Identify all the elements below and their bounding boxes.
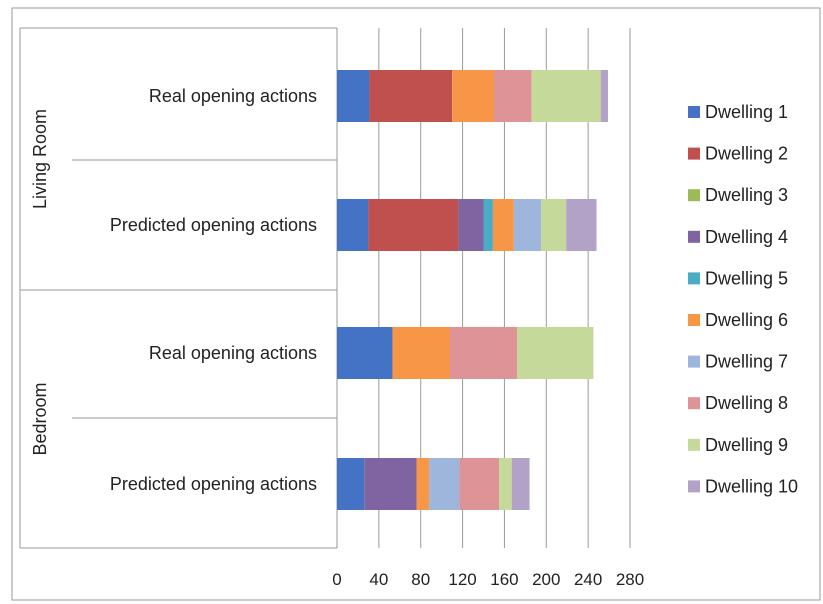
bar-segment <box>600 70 609 122</box>
x-tick-label: 240 <box>574 570 602 589</box>
bar-segment <box>499 458 512 510</box>
legend-swatch <box>688 230 700 243</box>
legend-label: Dwelling 5 <box>705 268 788 288</box>
x-tick-label: 280 <box>616 570 644 589</box>
legend-swatch <box>688 147 700 160</box>
legend-label: Dwelling 9 <box>705 435 788 455</box>
bar-segment <box>450 327 517 379</box>
bar-segment <box>516 327 594 379</box>
category-label: Predicted opening actions <box>110 474 317 494</box>
category-label: Real opening actions <box>149 86 317 106</box>
category-label: Predicted opening actions <box>110 215 317 235</box>
bar-segment <box>429 458 460 510</box>
group-label: Living Room <box>30 109 50 209</box>
legend-label: Dwelling 8 <box>705 393 788 413</box>
legend-swatch <box>688 355 700 368</box>
group-label: Bedroom <box>30 382 50 455</box>
legend-label: Dwelling 1 <box>705 102 788 122</box>
bar-segment <box>364 458 417 510</box>
bar-segment <box>416 458 430 510</box>
x-axis-ticks: 0 40 80 120 160 200 240 280 <box>332 570 644 589</box>
legend-label: Dwelling 6 <box>705 310 788 330</box>
legend-swatch <box>688 189 700 202</box>
legend-label: Dwelling 10 <box>705 476 798 496</box>
bar-segment <box>511 458 530 510</box>
legend-label: Dwelling 7 <box>705 352 788 372</box>
bar-segment <box>392 327 451 379</box>
legend: Dwelling 1 Dwelling 2 Dwelling 3 Dwelling 4… <box>688 102 798 496</box>
bars <box>337 70 609 510</box>
legend-swatch <box>688 480 700 493</box>
x-tick-label: 200 <box>532 570 560 589</box>
bar-segment <box>337 327 393 379</box>
x-tick-label: 160 <box>490 570 518 589</box>
bar-segment <box>337 70 370 122</box>
bar-segment <box>531 70 601 122</box>
x-tick-label: 40 <box>369 570 388 589</box>
legend-label: Dwelling 2 <box>705 144 788 164</box>
bar-segment <box>368 199 459 251</box>
bar-segment <box>369 70 453 122</box>
bar-segment <box>459 458 500 510</box>
legend-swatch <box>688 106 700 118</box>
category-label: Real opening actions <box>149 343 317 363</box>
bar-segment <box>541 199 567 251</box>
legend-label: Dwelling 3 <box>705 185 788 205</box>
bar-segment <box>483 199 493 251</box>
bar-segment <box>337 458 365 510</box>
legend-swatch <box>688 397 700 410</box>
bar-segment <box>337 199 369 251</box>
legend-swatch <box>688 272 700 285</box>
legend-label: Dwelling 4 <box>705 227 788 247</box>
bar-segment <box>458 199 484 251</box>
x-tick-label: 80 <box>411 570 430 589</box>
category-axis: Living Room Real opening actions Predicted… <box>19 27 338 549</box>
bar-segment <box>493 70 532 122</box>
legend-swatch <box>688 314 700 326</box>
legend-swatch <box>688 438 700 451</box>
bar-segment <box>513 199 542 251</box>
x-tick-label: 120 <box>448 570 476 589</box>
bar-segment <box>452 70 494 122</box>
bar-segment <box>492 199 514 251</box>
bar-segment <box>566 199 597 251</box>
x-tick-label: 0 <box>332 570 341 589</box>
